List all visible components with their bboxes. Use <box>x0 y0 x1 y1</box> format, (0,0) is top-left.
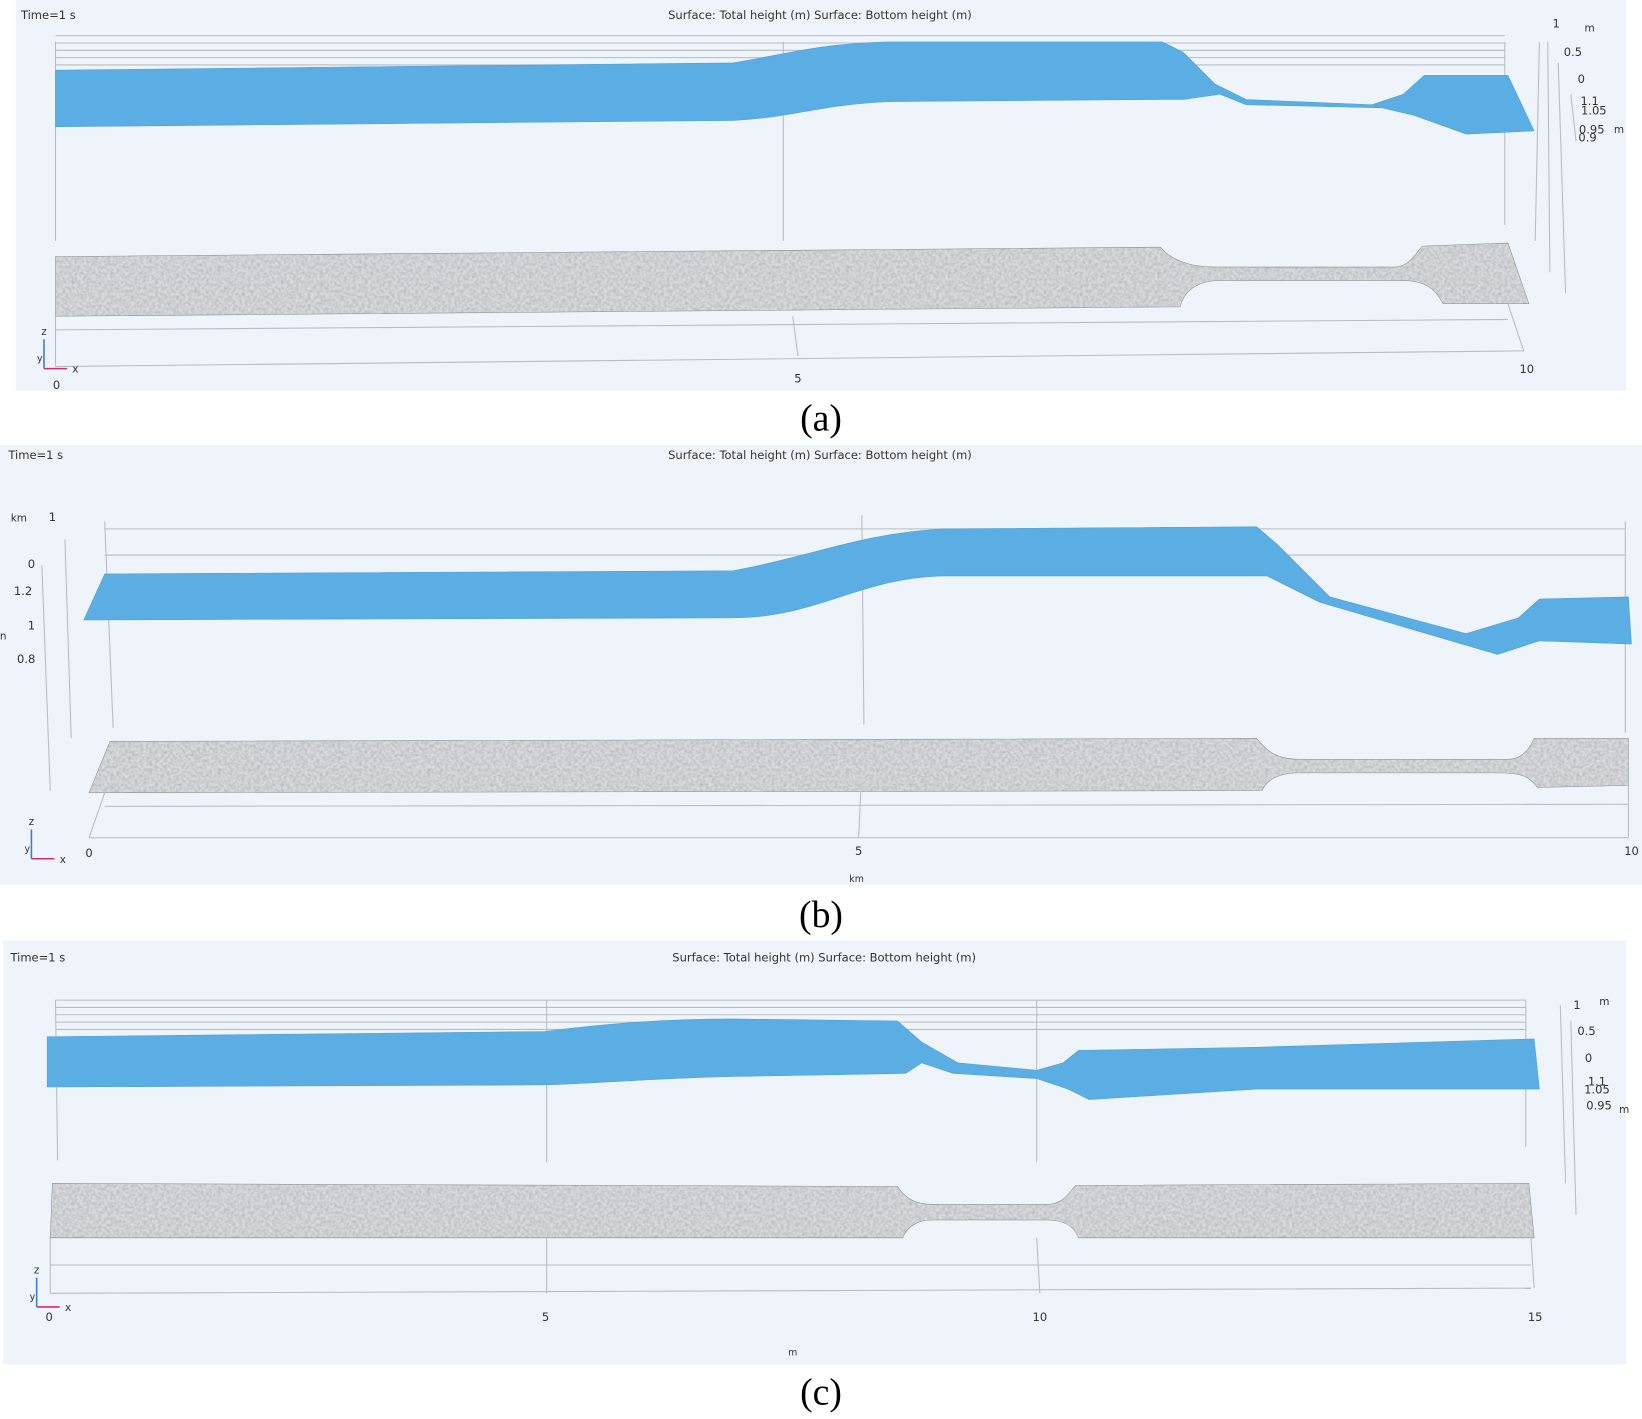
panel-c-geometry <box>46 999 1577 1294</box>
z-tick-label: 1 <box>49 510 56 524</box>
time-label: Time=1 s <box>9 951 65 965</box>
surface-label: Surface: Total height (m) Surface: Botto… <box>672 951 976 965</box>
axis-name: y <box>37 354 43 365</box>
z-tick-label: 0.5 <box>1577 1024 1595 1038</box>
time-label: Time=1 s <box>20 8 76 22</box>
z-unit: m <box>1585 22 1595 34</box>
panel: Time=1 s Surface: Total height (m) Surfac… <box>20 8 1624 439</box>
z-tick-label: 0 <box>28 557 35 571</box>
x-unit: km <box>849 874 864 885</box>
x-tick-label: 0 <box>53 378 60 392</box>
panel-background <box>3 940 1627 1365</box>
color-tick-label: 0.8 <box>17 652 35 666</box>
color-tick-label: 1.05 <box>1581 104 1607 118</box>
x-unit: m <box>788 1348 797 1359</box>
z-tick-label: 1 <box>1552 17 1559 31</box>
panel: Time=1 s Surface: Total height (m) Surfac… <box>9 951 1629 1414</box>
color-tick-label: 0.95 <box>1579 122 1605 136</box>
color-tick-label: 1.1 <box>1588 1074 1606 1088</box>
color-unit: m <box>1614 124 1624 136</box>
x-tick-label: 5 <box>794 372 801 386</box>
color-unit: n <box>0 631 6 643</box>
surface-label: Surface: Total height (m) Surface: Botto… <box>668 8 972 22</box>
color-tick-label: 1.05 <box>1584 1083 1610 1097</box>
color-tick-label: 1.1 <box>1580 94 1598 108</box>
x-tick-label: 0 <box>85 846 92 860</box>
x-tick-label: 10 <box>1519 362 1534 376</box>
axis-name: z <box>34 1264 40 1276</box>
panel-background <box>0 445 1642 885</box>
x-tick-label: 5 <box>542 1310 549 1324</box>
color-tick-label: 0.9 <box>1578 131 1596 145</box>
color-unit: m <box>1619 1104 1629 1116</box>
time-label: Time=1 s <box>7 448 63 462</box>
panel-b-geometry <box>41 515 1632 839</box>
axis-name: x <box>60 854 66 866</box>
axis-name: y <box>24 844 30 855</box>
caption: (b) <box>799 894 843 936</box>
axis-name: x <box>72 364 78 376</box>
axis-name: z <box>41 326 47 338</box>
caption: (a) <box>800 398 842 440</box>
axis-name: x <box>65 1302 71 1314</box>
x-tick-label: 5 <box>855 844 862 858</box>
surface-label: Surface: Total height (m) Surface: Botto… <box>668 448 972 462</box>
panel: Time=1 s Surface: Total height (m) Surfac… <box>0 448 1639 936</box>
z-unit: km <box>11 512 27 524</box>
color-tick-label: 1 <box>28 619 35 633</box>
z-tick-label: 0.5 <box>1564 45 1582 59</box>
x-tick-label: 10 <box>1624 844 1639 858</box>
z-unit: m <box>1599 996 1609 1008</box>
panel-a-geometry <box>54 35 1577 368</box>
color-tick-label: 1.2 <box>14 584 32 598</box>
z-tick-label: 0 <box>1585 1051 1592 1065</box>
z-tick-label: 0 <box>1578 72 1585 86</box>
axis-name: y <box>30 1292 36 1303</box>
caption: (c) <box>800 1372 842 1414</box>
x-tick-label: 0 <box>46 1310 53 1324</box>
z-tick-label: 1 <box>1573 998 1580 1012</box>
color-tick-label: 0.95 <box>1586 1098 1612 1112</box>
x-tick-label: 10 <box>1033 1310 1048 1324</box>
axis-name: z <box>29 816 35 828</box>
x-tick-label: 15 <box>1528 1310 1543 1324</box>
